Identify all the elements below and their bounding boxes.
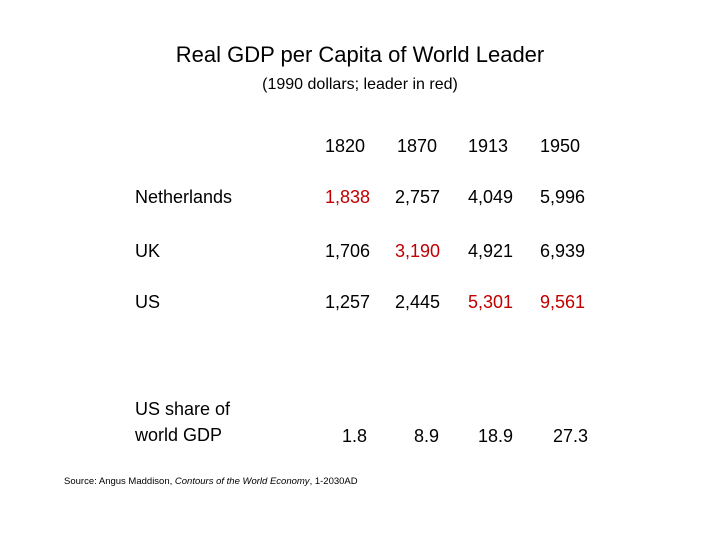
gdp-value: 3,190 xyxy=(395,241,441,261)
source-note: Source: Angus Maddison, Contours of the … xyxy=(64,476,358,488)
gdp-value: 2,757 xyxy=(395,187,441,207)
gdp-value: 4,921 xyxy=(468,241,514,261)
share-value: 27.3 xyxy=(553,426,589,446)
source-prefix: Source: Angus Maddison, xyxy=(64,476,175,487)
country-label: Netherlands xyxy=(135,187,233,207)
share-value: 1.8 xyxy=(342,426,368,446)
share-value: 8.9 xyxy=(414,426,440,446)
year-header: 1950 xyxy=(540,136,581,156)
year-header: 1913 xyxy=(468,136,509,156)
year-header: 1820 xyxy=(325,136,366,156)
gdp-value: 2,445 xyxy=(395,292,441,312)
source-work-title: Contours of the World Economy xyxy=(174,476,310,487)
gdp-value: 5,301 xyxy=(468,292,514,312)
share-value: 18.9 xyxy=(478,426,514,446)
page-title: Real GDP per Capita of World Leader xyxy=(175,42,545,67)
gdp-value: 1,257 xyxy=(325,292,371,312)
gdp-value: 5,996 xyxy=(540,187,586,207)
gdp-value: 1,706 xyxy=(325,241,371,261)
page-subtitle: (1990 dollars; leader in red) xyxy=(262,76,458,93)
year-header: 1870 xyxy=(397,136,438,156)
gdp-value: 1,838 xyxy=(325,187,371,207)
gdp-value: 4,049 xyxy=(468,187,514,207)
gdp-value: 6,939 xyxy=(540,241,586,261)
share-label-line: US share of xyxy=(135,399,231,419)
gdp-value: 9,561 xyxy=(540,292,586,312)
source-suffix: , 1-2030AD xyxy=(309,476,358,487)
share-label-line: world GDP xyxy=(135,425,223,445)
country-label: US xyxy=(135,292,161,312)
country-label: UK xyxy=(135,241,161,261)
share-label: US share of world GDP xyxy=(135,396,230,448)
